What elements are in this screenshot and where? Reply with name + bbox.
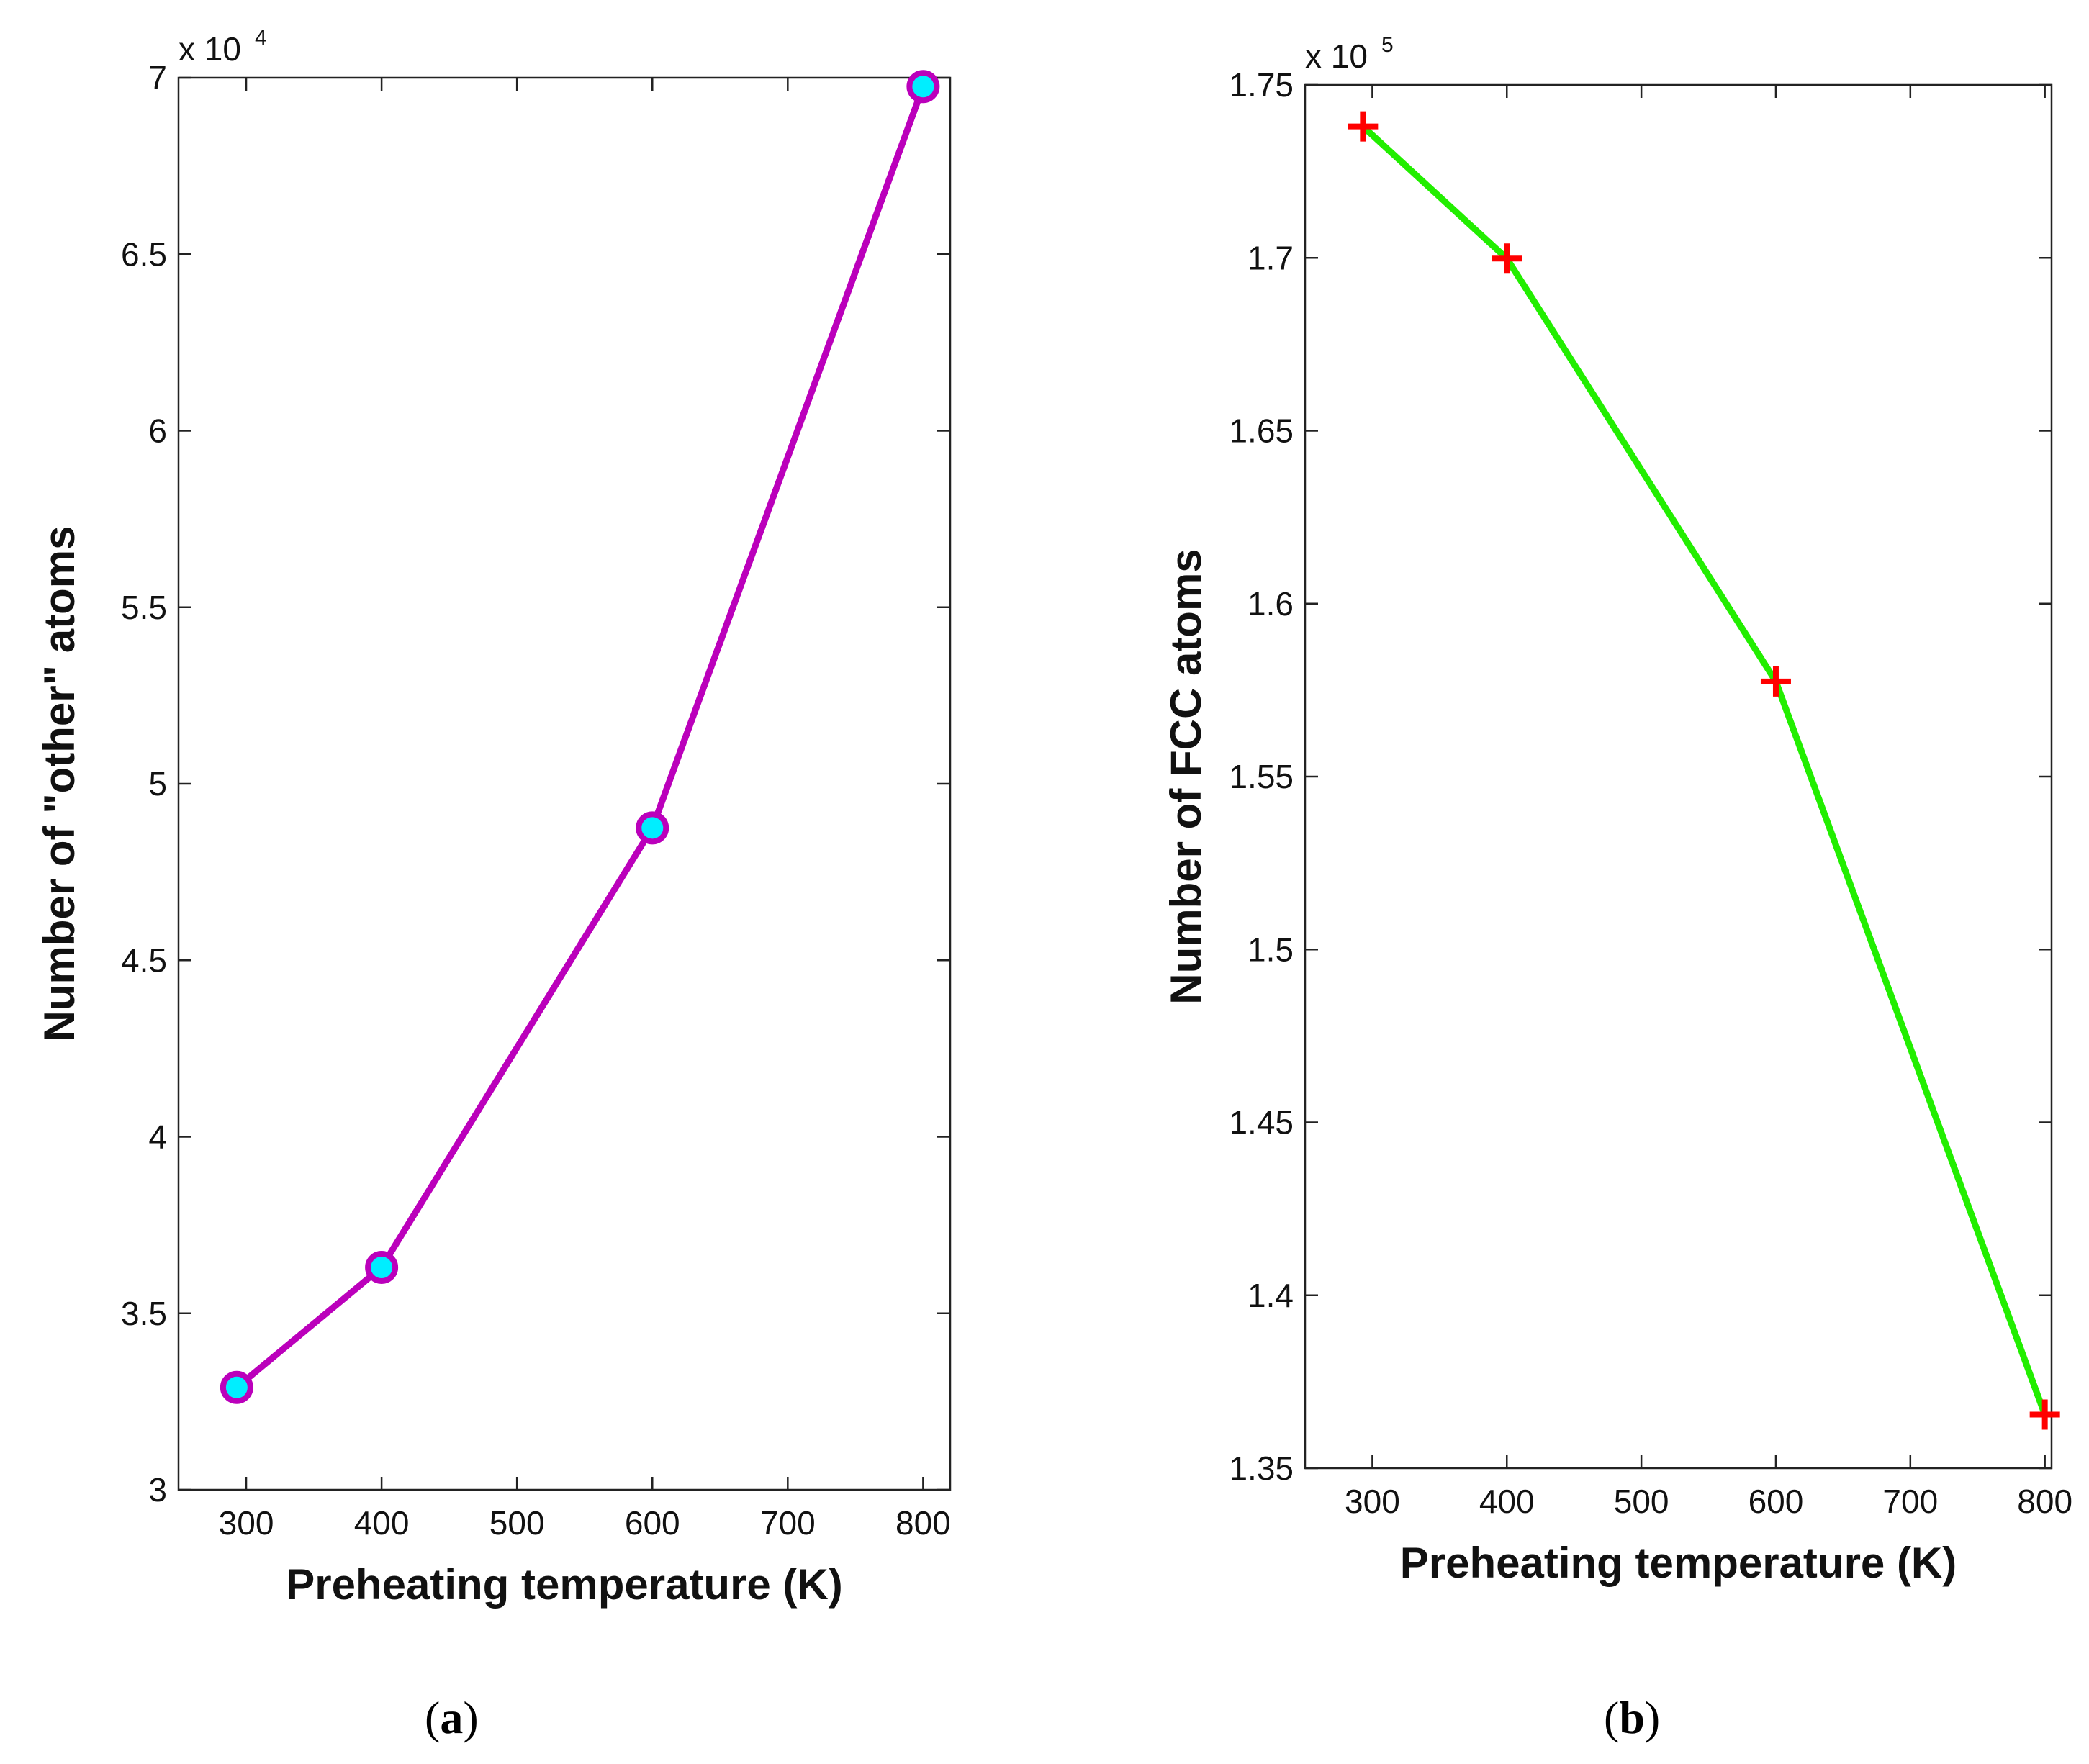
y-tick-label: 5.5: [121, 589, 167, 626]
y-exponent-label: x 10: [1305, 37, 1368, 75]
y-tick-label: 1.4: [1247, 1277, 1294, 1314]
x-axis-title: Preheating temperature (K): [1400, 1539, 1957, 1587]
x-tick-label: 700: [760, 1504, 816, 1542]
y-axis-title: Number of FCC atoms: [1162, 548, 1210, 1004]
y-tick-label: 4: [148, 1118, 167, 1156]
y-tick-label: 1.5: [1247, 931, 1294, 968]
caption-b-open: (: [1604, 1692, 1620, 1743]
data-point: [636, 811, 669, 845]
y-tick-label: 1.55: [1229, 758, 1294, 795]
x-tick-label: 300: [219, 1504, 274, 1542]
panel-b: 300 400 500 600 700 800 1.35 1.4 1.45 1.5 1.55 1.6 1…: [1162, 33, 2072, 1587]
x-tick-label: 300: [1345, 1483, 1400, 1520]
caption-a-open: (: [425, 1692, 441, 1743]
axes-box: [1304, 83, 2053, 1470]
data-point: [220, 1370, 253, 1404]
y-tick-label: 1.6: [1247, 585, 1294, 623]
series-line: [1359, 123, 2049, 1419]
caption-a-close: ): [463, 1692, 479, 1743]
x-tick-label: 800: [2017, 1483, 2072, 1520]
y-tick-label: 7: [148, 59, 167, 96]
data-point: [1348, 111, 1379, 142]
x-tick-label: 800: [895, 1504, 951, 1542]
y-exponent-power: 5: [1381, 33, 1394, 57]
caption-b-letter: b: [1619, 1692, 1645, 1743]
series-line: [233, 83, 926, 1391]
x-tick-label: 400: [354, 1504, 410, 1542]
x-axis-title: Preheating temperature (K): [286, 1560, 843, 1609]
x-tick-label: 600: [625, 1504, 680, 1542]
data-point: [365, 1250, 399, 1284]
axes-box: [177, 76, 952, 1491]
data-point: [906, 70, 940, 104]
x-tick-label: 500: [489, 1504, 545, 1542]
x-tick-label: 700: [1882, 1483, 1938, 1520]
y-tick-label: 1.35: [1229, 1449, 1294, 1487]
panel-a: 300 400 500 600 700 800 3 3.5 4 4.5 5 5.5 6 6.5 7 x 10 4…: [35, 26, 952, 1609]
x-tick-label: 400: [1479, 1483, 1535, 1520]
data-point: [2029, 1399, 2060, 1430]
y-tick-label: 1.45: [1229, 1104, 1294, 1141]
y-tick-label: 3: [148, 1471, 167, 1509]
y-tick-label: 6: [148, 412, 167, 450]
y-exponent-label: x 10: [179, 30, 241, 68]
y-tick-label: 1.65: [1229, 412, 1294, 450]
y-tick-label: 5: [148, 765, 167, 802]
y-tick-label: 4.5: [121, 941, 167, 979]
y-exponent-power: 4: [255, 26, 267, 50]
y-tick-label: 1.75: [1229, 66, 1294, 104]
caption-a-letter: a: [440, 1692, 464, 1743]
x-tick-label: 500: [1614, 1483, 1669, 1520]
y-axis-title: Number of "other" atoms: [35, 526, 84, 1042]
y-tick-label: 3.5: [121, 1295, 167, 1332]
data-point: [1492, 243, 1522, 274]
caption-b-close: ): [1644, 1692, 1661, 1743]
caption-a: (a): [425, 1691, 479, 1745]
y-tick-label: 6.5: [121, 235, 167, 273]
data-point: [1760, 666, 1791, 697]
y-tick-label: 1.7: [1247, 239, 1294, 276]
caption-b: (b): [1604, 1691, 1660, 1745]
x-tick-label: 600: [1749, 1483, 1804, 1520]
